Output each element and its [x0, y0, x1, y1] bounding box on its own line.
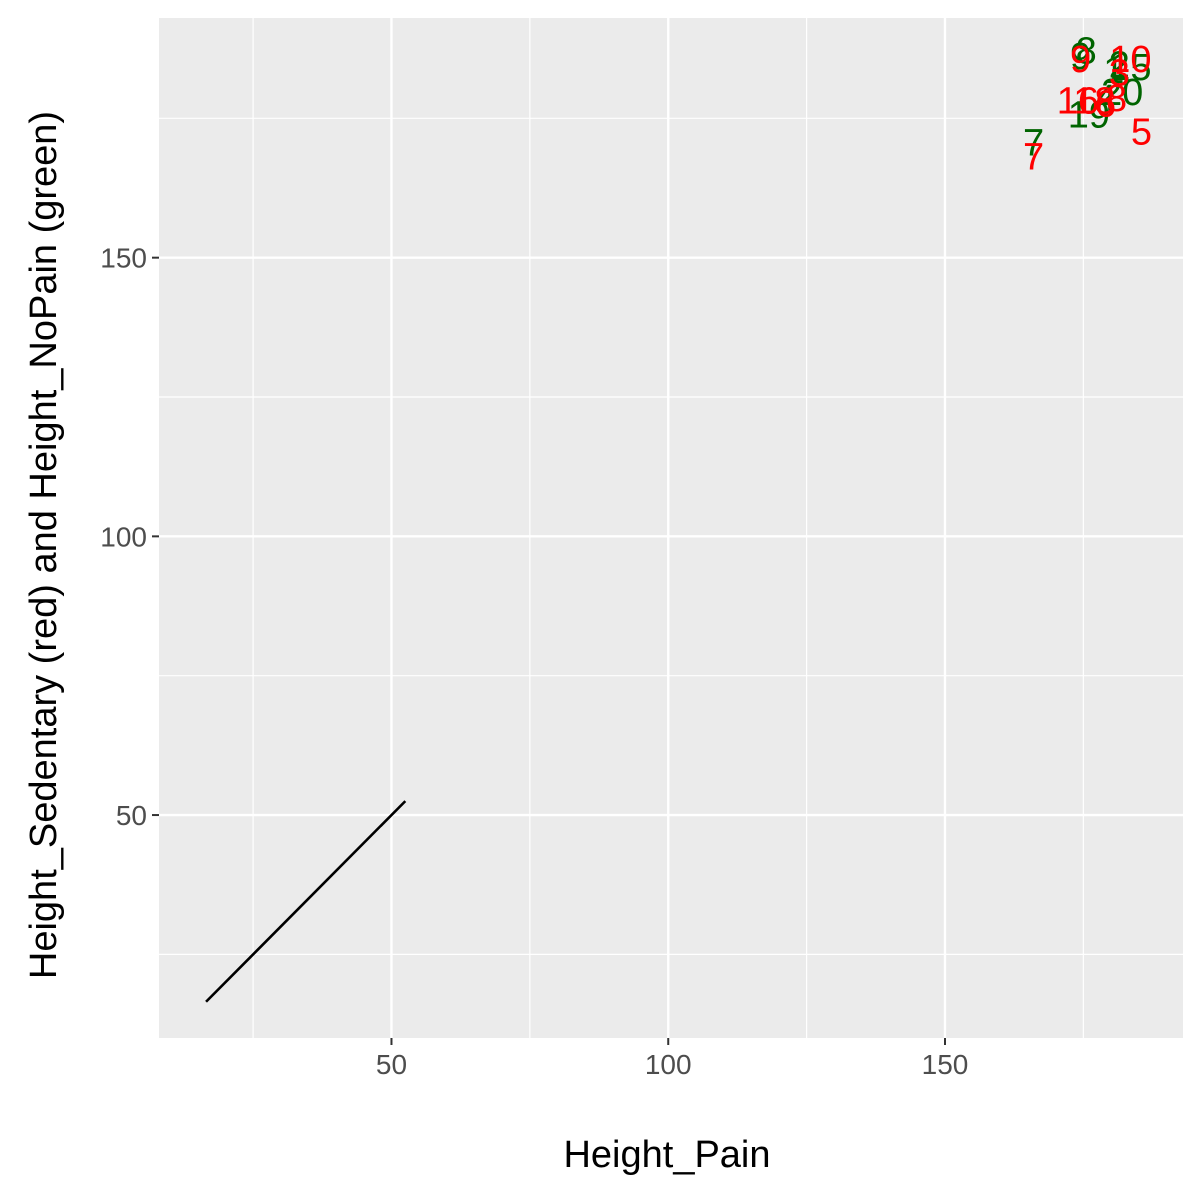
point-label: 9: [1070, 36, 1091, 78]
grid-lines: [159, 18, 1183, 1038]
point-label: 7: [1023, 122, 1044, 164]
y-tick-label: 150: [100, 243, 147, 274]
point-label: 16: [1057, 81, 1099, 123]
y-tick-label: 50: [116, 800, 147, 831]
point-label: 8: [1076, 30, 1097, 72]
point-label: 5: [1131, 111, 1152, 153]
y-tick-label: 100: [100, 521, 147, 552]
x-tick-label: 50: [376, 1049, 407, 1080]
point-label: 7: [1023, 136, 1044, 178]
point-label: 10: [1109, 39, 1151, 81]
point-label: 15: [1109, 47, 1151, 89]
axis-ticks: 50 100 150 50 100 150: [100, 243, 968, 1080]
point-label: 6: [1095, 83, 1116, 125]
point-label: 3: [1109, 53, 1130, 95]
reference-line: [205, 800, 407, 1003]
point-label: 20: [1101, 72, 1143, 114]
point-label: 8: [1106, 78, 1127, 120]
point-label: 2: [1109, 44, 1130, 86]
point-label: 9: [1070, 39, 1091, 81]
reference-line-group: [205, 800, 407, 1003]
point-label: 18: [1073, 81, 1115, 123]
x-tick-label: 150: [922, 1049, 969, 1080]
plot-panel: [159, 18, 1183, 1038]
point-label: 19: [1068, 95, 1110, 137]
point-label: 4: [1095, 78, 1116, 120]
x-axis-title: Height_Pain: [563, 1134, 770, 1176]
y-axis-title: Height_Sedentary (red) and Height_NoPain…: [23, 111, 65, 979]
point-label: 1: [1103, 50, 1124, 92]
x-tick-label: 100: [645, 1049, 692, 1080]
